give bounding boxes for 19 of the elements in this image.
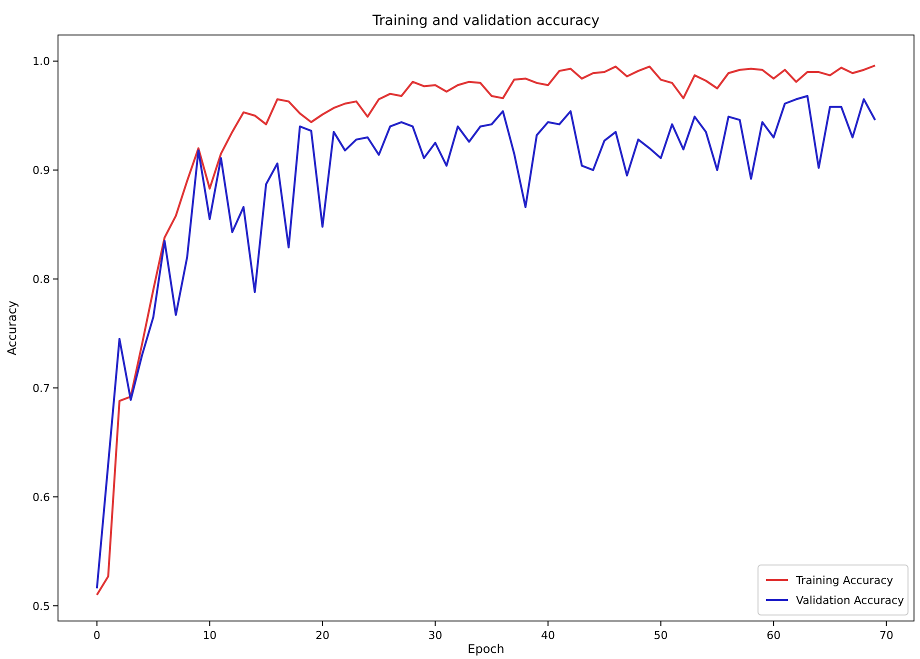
x-tick-label: 20 [315, 629, 330, 642]
x-tick-label: 30 [428, 629, 442, 642]
chart-title: Training and validation accuracy [371, 13, 600, 29]
x-tick-label: 10 [202, 629, 217, 642]
x-tick-label: 0 [93, 629, 100, 642]
x-tick-label: 60 [766, 629, 781, 642]
x-axis-title: Epoch [468, 642, 504, 656]
x-tick-label: 40 [541, 629, 556, 642]
x-tick-label: 70 [879, 629, 894, 642]
y-tick-label: 0.6 [32, 490, 50, 504]
x-tick-label: 50 [654, 629, 668, 642]
y-tick-label: 0.9 [32, 164, 50, 178]
y-tick-label: 0.8 [32, 272, 50, 286]
y-axis-title: Accuracy [5, 300, 19, 356]
y-tick-label: 0.5 [32, 600, 50, 613]
legend-label: Training Accuracy [795, 574, 894, 587]
y-tick-label: 0.7 [32, 382, 50, 395]
legend-label: Validation Accuracy [796, 594, 905, 607]
y-tick-label: 1.0 [32, 55, 50, 68]
